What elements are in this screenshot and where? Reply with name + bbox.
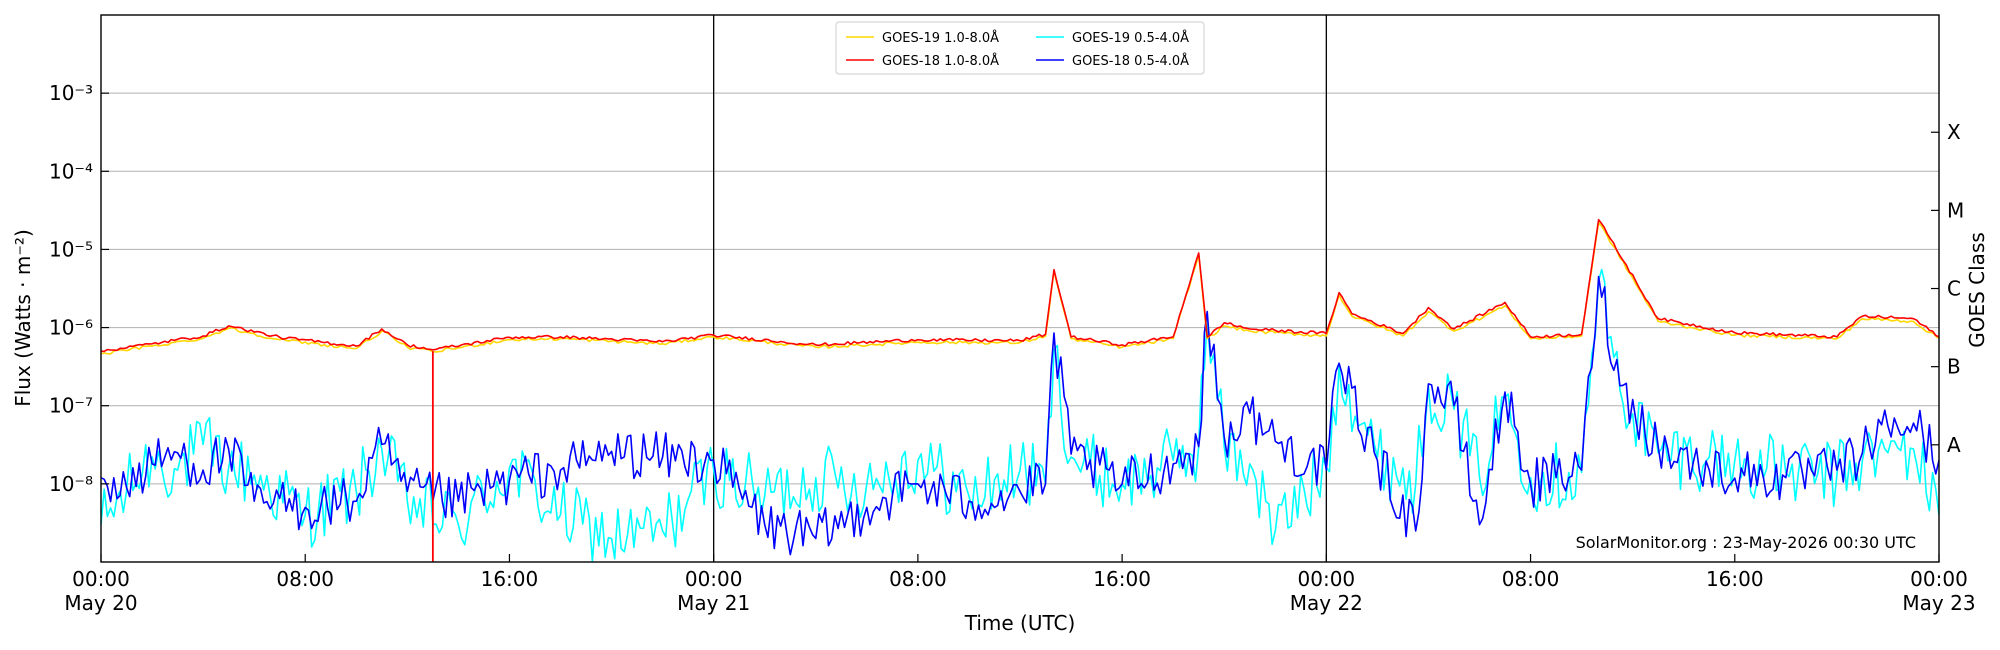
gridlines xyxy=(101,92,1939,485)
legend: GOES-19 1.0-8.0Å GOES-18 1.0-8.0Å GOES-1… xyxy=(835,21,1205,75)
legend-label-goes18-long: GOES-18 1.0-8.0Å xyxy=(882,53,999,69)
x-tick-label: 08:00 xyxy=(1502,567,1560,591)
series-line-goes-18-0-5-4-0- xyxy=(100,275,1940,556)
legend-label-goes18-short: GOES-18 0.5-4.0Å xyxy=(1072,53,1189,69)
y-tick-label: 10⁻⁷ xyxy=(49,394,93,418)
x-tick-date-label: May 22 xyxy=(1290,591,1363,615)
goes-class-label: B xyxy=(1947,355,1961,379)
legend-label-goes19-long: GOES-19 1.0-8.0Å xyxy=(882,30,999,46)
legend-label-goes19-short: GOES-19 0.5-4.0Å xyxy=(1072,30,1189,46)
x-tick-date-label: May 23 xyxy=(1902,591,1975,615)
x-tick-label: 00:00 xyxy=(1298,567,1356,591)
x-tick-date-label: May 21 xyxy=(677,591,750,615)
x-axis-title: Time (UTC) xyxy=(964,611,1076,635)
y-tick-label: 10⁻⁴ xyxy=(49,159,93,183)
y-tick-label: 10⁻⁵ xyxy=(49,237,93,261)
x-tick-label: 00:00 xyxy=(685,567,743,591)
x-tick-label: 16:00 xyxy=(1093,567,1151,591)
goes-class-labels: A B C M X xyxy=(1931,120,1964,457)
data-series xyxy=(100,218,1940,563)
y-tick-label: 10⁻³ xyxy=(49,81,93,105)
x-tick-label: 16:00 xyxy=(1706,567,1764,591)
x-tick-label: 00:00 xyxy=(1910,567,1968,591)
y-tick-label: 10⁻⁶ xyxy=(49,316,93,340)
legend-box xyxy=(835,21,1205,75)
goes-class-label: X xyxy=(1947,120,1961,144)
goes-class-label: C xyxy=(1947,277,1961,301)
x-tick-label: 16:00 xyxy=(481,567,539,591)
series-line-goes-18-1-0-8-0- xyxy=(100,218,1940,353)
source-annotation: SolarMonitor.org : 23-May-2026 00:30 UTC xyxy=(1576,533,1916,552)
series-line-goes-19-0-5-4-0- xyxy=(100,268,1940,563)
series-line-goes-19-1-0-8-0- xyxy=(100,221,1940,355)
right-axis-title: GOES Class xyxy=(1965,232,1989,348)
y-axis-ticks: 10⁻⁸ 10⁻⁷ 10⁻⁶ 10⁻⁵ 10⁻⁴ 10⁻³ xyxy=(49,81,109,496)
x-tick-label: 00:00 xyxy=(72,567,130,591)
y-tick-label: 10⁻⁸ xyxy=(49,472,93,496)
x-tick-date-label: May 20 xyxy=(64,591,137,615)
goes-class-label: A xyxy=(1947,433,1961,457)
x-tick-label: 08:00 xyxy=(889,567,947,591)
y-axis-title: Flux (Watts · m⁻²) xyxy=(11,229,35,407)
goes-class-label: M xyxy=(1947,198,1964,222)
x-tick-label: 08:00 xyxy=(276,567,334,591)
